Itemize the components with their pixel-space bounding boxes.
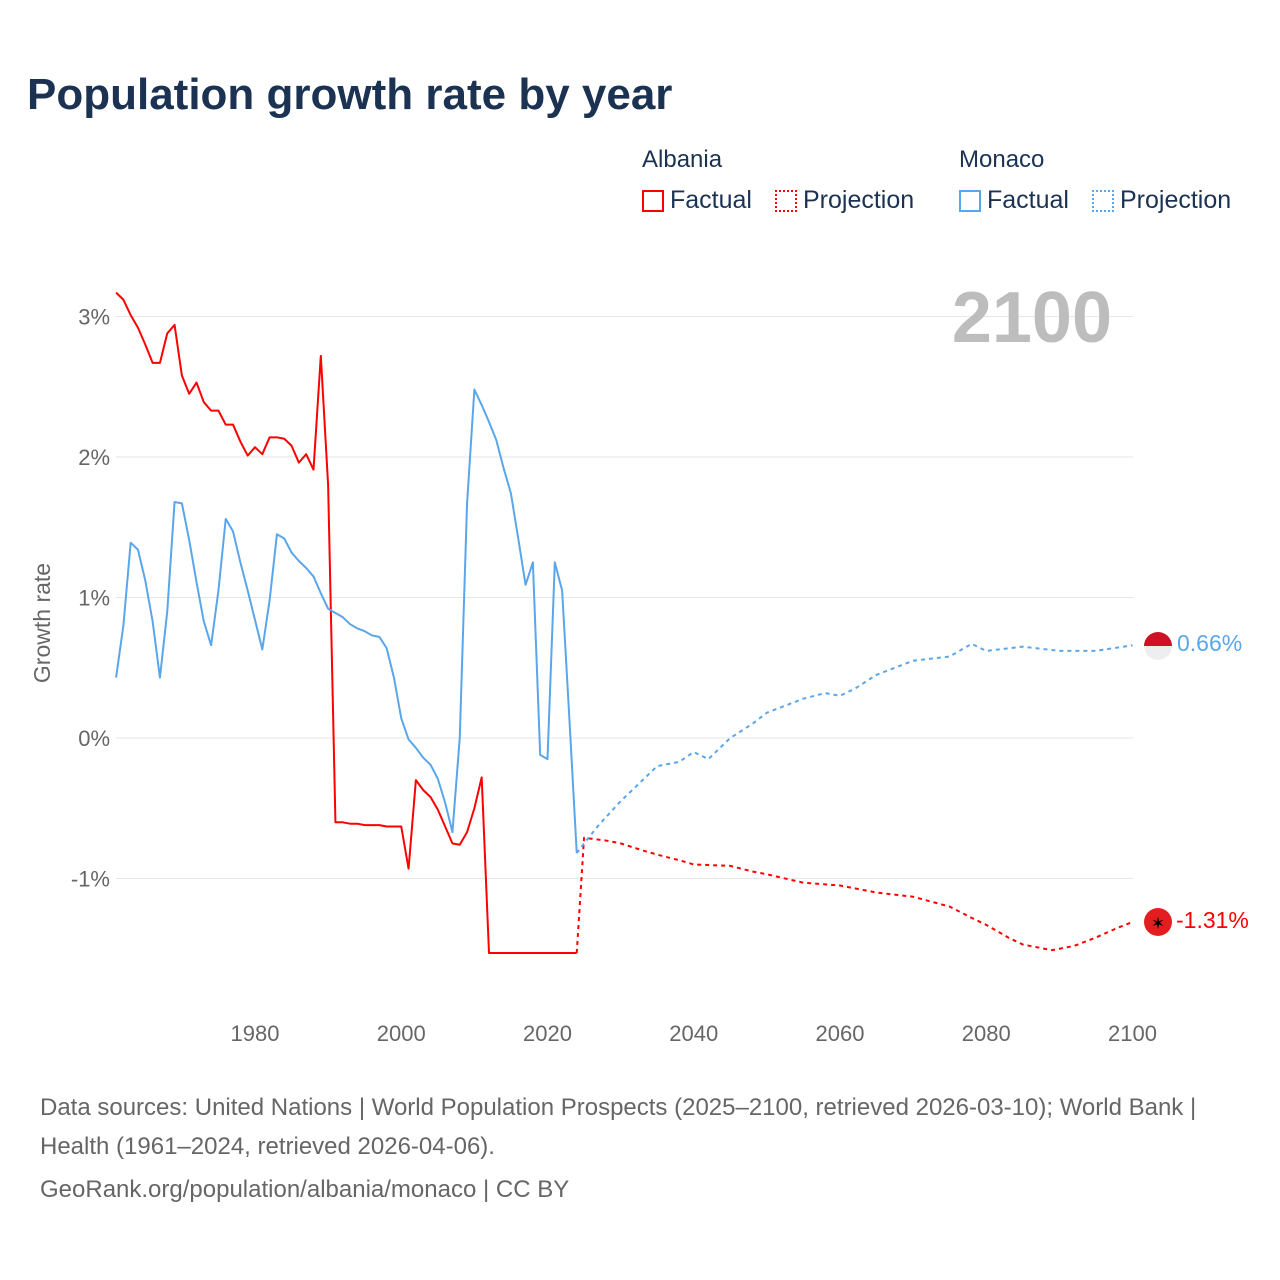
monaco-projection-line bbox=[575, 642, 1133, 854]
x-tick-label: 2040 bbox=[669, 1021, 718, 1046]
x-tick-label: 2000 bbox=[377, 1021, 426, 1046]
monaco-end-label: 0.66% bbox=[1177, 630, 1242, 656]
y-tick-label: -1% bbox=[71, 867, 110, 892]
svg-text:✶: ✶ bbox=[1151, 914, 1165, 933]
data-sources: Data sources: United Nations | World Pop… bbox=[40, 1094, 1197, 1160]
footer: Data sources: United Nations | World Pop… bbox=[40, 1088, 1240, 1209]
legend-monaco-projection[interactable]: Projection bbox=[1092, 186, 1231, 215]
plot-area: 3%2%1%0%-1%1980 2000 2020 2040 2060 2080 2100 … bbox=[29, 278, 1249, 1046]
x-tick-label: 1980 bbox=[231, 1021, 280, 1046]
x-tick-label: 2100 bbox=[1108, 1021, 1157, 1046]
y-axis-label: Growth rate bbox=[29, 563, 55, 683]
solid-swatch-icon bbox=[642, 189, 664, 212]
y-tick-label: 3% bbox=[78, 305, 110, 330]
page-title: Population growth rate by year bbox=[27, 70, 673, 119]
y-tick-label: 2% bbox=[78, 445, 110, 470]
albania-end-label: -1.31% bbox=[1176, 907, 1249, 933]
albania-factual-line bbox=[115, 291, 577, 954]
dotted-swatch-icon bbox=[775, 189, 797, 212]
legend-albania-factual[interactable]: Factual bbox=[642, 186, 752, 215]
legend-label: Factual bbox=[670, 186, 752, 214]
x-tick-label: 2080 bbox=[962, 1021, 1011, 1046]
legend-monaco-factual[interactable]: Factual bbox=[959, 186, 1069, 215]
y-tick-label: 1% bbox=[78, 586, 110, 611]
dotted-swatch-icon bbox=[1092, 189, 1114, 212]
credit-link[interactable]: GeoRank.org/population/albania/monaco | … bbox=[40, 1176, 570, 1203]
x-tick-label: 2020 bbox=[523, 1021, 572, 1046]
x-tick-label: 2060 bbox=[816, 1021, 865, 1046]
legend-albania-projection[interactable]: Projection bbox=[775, 186, 914, 215]
legend-group-albania: Albania bbox=[642, 146, 723, 173]
solid-swatch-icon bbox=[959, 189, 981, 212]
legend-group-monaco: Monaco bbox=[959, 146, 1045, 173]
year-indicator: 2100 bbox=[952, 278, 1112, 358]
legend-label: Projection bbox=[1120, 186, 1232, 214]
albania-flag-icon: ✶ bbox=[1144, 908, 1172, 936]
albania-projection-line bbox=[575, 836, 1133, 954]
legend-label: Projection bbox=[803, 186, 915, 214]
legend-label: Factual bbox=[987, 186, 1069, 214]
y-tick-label: 0% bbox=[78, 726, 110, 751]
monaco-flag-icon bbox=[1144, 632, 1172, 660]
monaco-factual-line bbox=[115, 388, 578, 854]
